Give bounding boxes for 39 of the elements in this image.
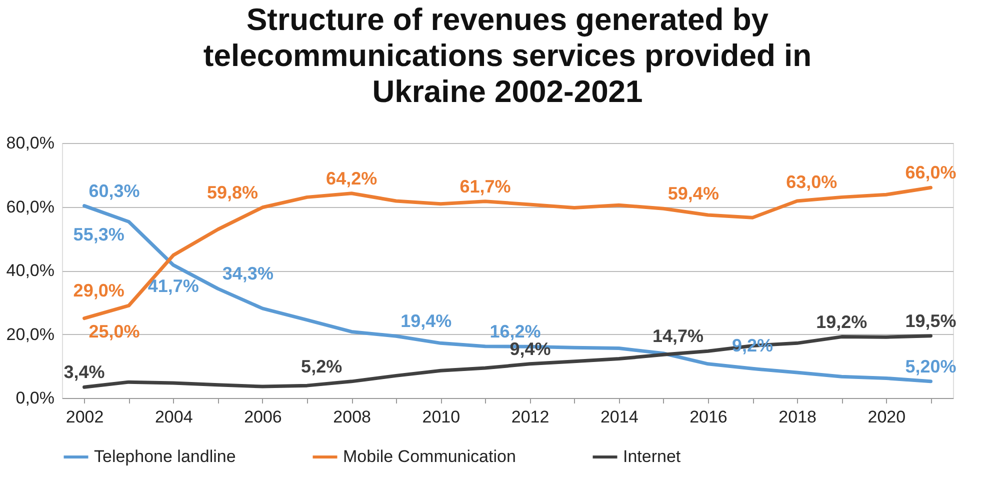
data-label: 5,20% (905, 356, 956, 376)
data-label: 19,4% (400, 311, 452, 332)
data-label: 55,3% (73, 224, 124, 245)
y-tick-label: 20,0% (6, 324, 54, 344)
data-label: 63,0% (786, 172, 838, 192)
data-label: 3,4% (64, 362, 105, 382)
y-tick-label: 40,0% (6, 261, 54, 280)
data-label: 29,0% (73, 280, 124, 301)
x-tick-label: 2010 (422, 408, 460, 426)
data-label: 19,2% (816, 312, 868, 332)
data-label: 34,3% (222, 264, 274, 284)
x-tick-label: 2018 (778, 408, 816, 426)
data-label: 14,7% (652, 326, 704, 346)
data-label: 66,0% (905, 162, 956, 183)
data-label: 60,3% (88, 180, 140, 201)
data-label: 5,2% (301, 356, 342, 376)
x-tick-label: 2012 (511, 408, 550, 426)
data-label: 25,0% (88, 321, 140, 342)
data-label: 19,5% (905, 310, 956, 331)
data-label: 59,8% (206, 182, 258, 202)
x-tick-label: 2016 (690, 408, 728, 426)
y-tick-label: 0,0% (16, 388, 54, 408)
chart-title: Structure of revenues generated by telecommunications services provided in Ukraine 2002-2021 (203, 2, 812, 109)
data-label: 41,7% (148, 276, 199, 296)
legend-label: Telephone landline (94, 447, 236, 466)
x-tick-label: 2004 (154, 408, 193, 426)
x-tick-label: 2020 (868, 408, 906, 426)
data-label: 64,2% (326, 168, 378, 188)
data-label: 16,2% (490, 321, 541, 342)
y-tick-label: 60,0% (6, 197, 54, 216)
legend-label: Internet (623, 447, 681, 466)
legend-label: Mobile Communication (343, 447, 516, 466)
x-tick-label: 2014 (600, 408, 638, 426)
data-label: 61,7% (460, 176, 511, 196)
x-tick-label: 2002 (66, 408, 104, 426)
data-label: 59,4% (668, 184, 719, 204)
x-tick-label: 2008 (333, 408, 371, 426)
y-tick-label: 80,0% (6, 134, 54, 152)
x-tick-label: 2006 (244, 408, 282, 426)
